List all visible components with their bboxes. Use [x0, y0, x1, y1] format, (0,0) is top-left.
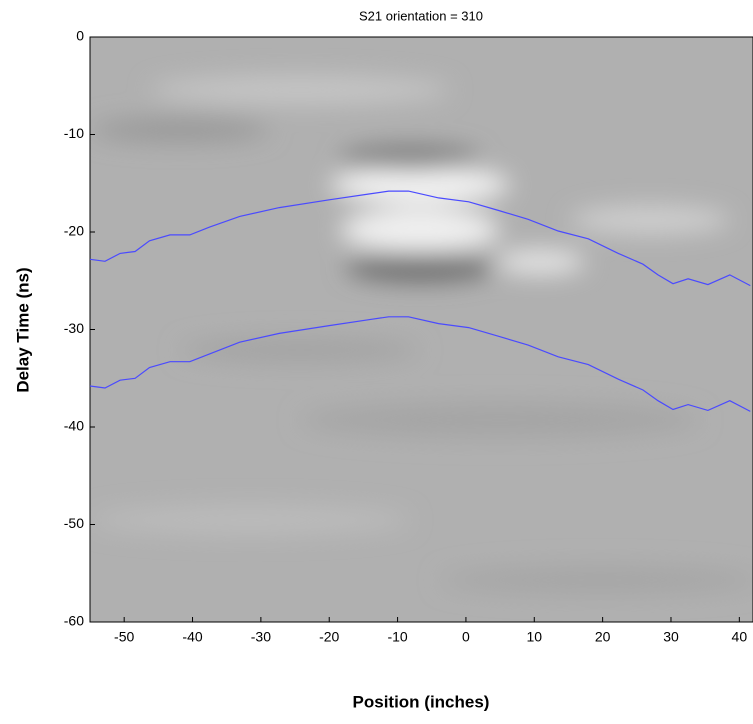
x-tick-label: -20: [319, 629, 339, 645]
x-tick-label: -10: [387, 629, 407, 645]
radargram-background: [90, 37, 753, 622]
x-tick-label: 40: [732, 629, 748, 645]
x-axis-label: Position (inches): [353, 692, 490, 711]
x-tick-label: 0: [462, 629, 470, 645]
x-tick-label: 10: [526, 629, 542, 645]
trace-line: [89, 316, 751, 412]
x-tick-label: 30: [663, 629, 679, 645]
x-tick-label: -40: [182, 629, 202, 645]
trace-line: [89, 190, 751, 287]
y-tick-label: -20: [64, 223, 84, 239]
x-tick-label: -30: [251, 629, 271, 645]
y-tick-label: -40: [64, 418, 84, 434]
x-tick-label: 20: [595, 629, 611, 645]
y-tick-label: -10: [64, 125, 84, 141]
x-tick-label: -50: [114, 629, 134, 645]
y-tick-label: 0: [76, 28, 84, 44]
y-tick-label: -50: [64, 515, 84, 531]
y-tick-label: -30: [64, 320, 84, 336]
y-axis-label: Delay Time (ns): [13, 267, 32, 392]
chart-title: S21 orientation = 310: [359, 8, 483, 23]
y-tick-label: -60: [64, 613, 84, 629]
